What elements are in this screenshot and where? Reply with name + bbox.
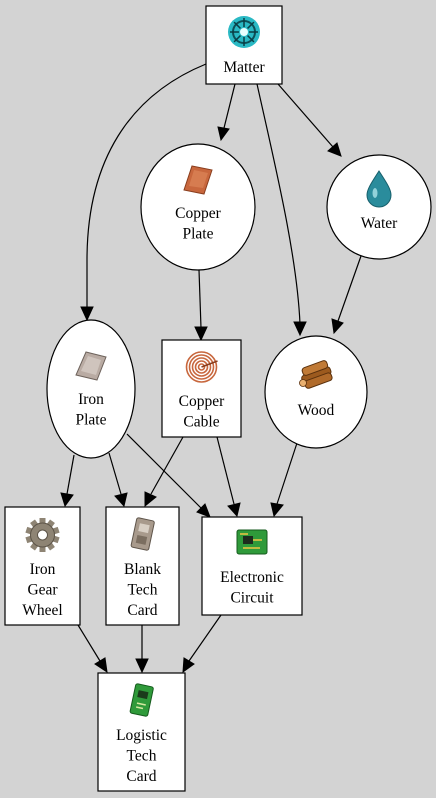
edge-iron-plate-to-iron-gear-wheel: [60, 454, 75, 508]
node-box: [161, 339, 242, 438]
edge-wood-to-electronic-circuit: [270, 442, 298, 518]
node-label-line: Copper: [179, 393, 225, 410]
logistic-tech-card-icon: [129, 683, 154, 717]
node-label-line: Electronic: [220, 569, 284, 586]
edge-matter-to-wood: [256, 83, 307, 337]
iron-plate-icon: [75, 351, 107, 381]
edges-layer: [60, 63, 362, 674]
arrowhead: [80, 306, 94, 322]
edge-line: [223, 83, 236, 129]
edge-iron-gear-wheel-to-logistic-tech-card: [77, 624, 108, 674]
node-label-line: Tech: [127, 748, 157, 765]
node-electronic-circuit: Electronic Circuit: [201, 516, 303, 616]
node-label-line: Tech: [128, 582, 158, 599]
edge-line: [66, 454, 75, 495]
edge-line: [188, 614, 222, 662]
edge-copper-cable-to-blank-tech-card: [144, 436, 184, 508]
node-iron-gear-wheel: Iron Gear Wheel: [4, 506, 81, 626]
node-label-line: Blank: [124, 561, 161, 578]
node-ellipse: [46, 319, 136, 459]
node-water: Water: [326, 154, 432, 260]
edge-line: [277, 83, 334, 148]
edge-line: [86, 63, 207, 308]
edge-electronic-circuit-to-logistic-tech-card: [182, 614, 222, 674]
arrowhead: [94, 657, 108, 674]
arrowhead: [327, 142, 342, 157]
node-label-line: Card: [127, 602, 157, 619]
arrowhead: [293, 321, 307, 337]
node-blank-tech-card: Blank Tech Card: [105, 506, 180, 626]
node-ellipse: [140, 143, 256, 271]
edge-line: [77, 624, 101, 662]
node-label-line: Wheel: [22, 602, 62, 619]
arrowhead: [135, 658, 149, 674]
circuit-board-icon: [236, 529, 268, 555]
node-label-line: Plate: [76, 412, 107, 429]
arrowhead: [144, 491, 157, 508]
nodes-layer: Matter Copper Plate Water Iron Plate Copper Cab…: [4, 5, 432, 792]
node-ellipse: [264, 335, 368, 449]
blank-tech-card-icon: [130, 517, 155, 551]
arrowhead: [182, 657, 195, 674]
water-drop-icon: [366, 170, 392, 208]
matter-icon: [228, 16, 260, 48]
node-copper-plate: Copper Plate: [140, 143, 256, 271]
edge-line: [198, 269, 202, 329]
edge-matter-to-copper-plate: [217, 83, 236, 142]
edge-iron-plate-to-electronic-circuit: [126, 433, 211, 518]
arrowhead: [217, 126, 230, 142]
node-label-line: Circuit: [230, 590, 274, 607]
arrowhead: [331, 318, 344, 335]
arrowhead: [114, 492, 128, 508]
arrowhead: [60, 492, 74, 508]
node-wood: Wood: [264, 335, 368, 449]
node-label-line: Plate: [183, 226, 214, 243]
gear-icon: [25, 518, 60, 552]
edge-water-to-wood: [331, 255, 362, 335]
node-label-line: Wood: [298, 402, 335, 419]
arrowhead: [270, 502, 284, 518]
edge-line: [216, 436, 235, 505]
edge-blank-tech-card-to-logistic-tech-card: [135, 625, 149, 674]
node-label-line: Matter: [223, 59, 265, 76]
node-label-line: Copper: [175, 205, 221, 222]
edge-iron-plate-to-blank-tech-card: [108, 452, 128, 508]
edge-line: [256, 83, 301, 325]
copper-cable-icon: [185, 351, 218, 383]
edge-line: [276, 442, 298, 505]
node-label-line: Water: [361, 215, 398, 232]
node-label-line: Gear: [27, 582, 58, 599]
edge-matter-to-water: [277, 83, 342, 157]
wood-icon: [299, 360, 333, 389]
node-logistic-tech-card: Logistic Tech Card: [97, 672, 186, 792]
node-matter: Matter: [205, 5, 283, 85]
node-label-line: Iron: [30, 561, 56, 578]
arrowhead: [227, 502, 241, 518]
node-label-line: Card: [126, 768, 156, 785]
arrowhead: [196, 503, 211, 518]
copper-plate-icon: [183, 165, 213, 195]
arrowhead: [194, 326, 208, 342]
edge-matter-to-iron-plate: [80, 63, 207, 322]
node-label-line: Logistic: [116, 727, 167, 744]
edge-line: [108, 452, 122, 495]
edge-line: [150, 436, 184, 495]
edge-line: [337, 255, 362, 322]
node-label-line: Iron: [78, 391, 104, 408]
edge-copper-cable-to-electronic-circuit: [216, 436, 241, 518]
node-iron-plate: Iron Plate: [46, 319, 136, 459]
edge-copper-plate-to-copper-cable: [194, 269, 208, 342]
node-copper-cable: Copper Cable: [161, 339, 242, 438]
node-label-line: Cable: [183, 414, 219, 431]
